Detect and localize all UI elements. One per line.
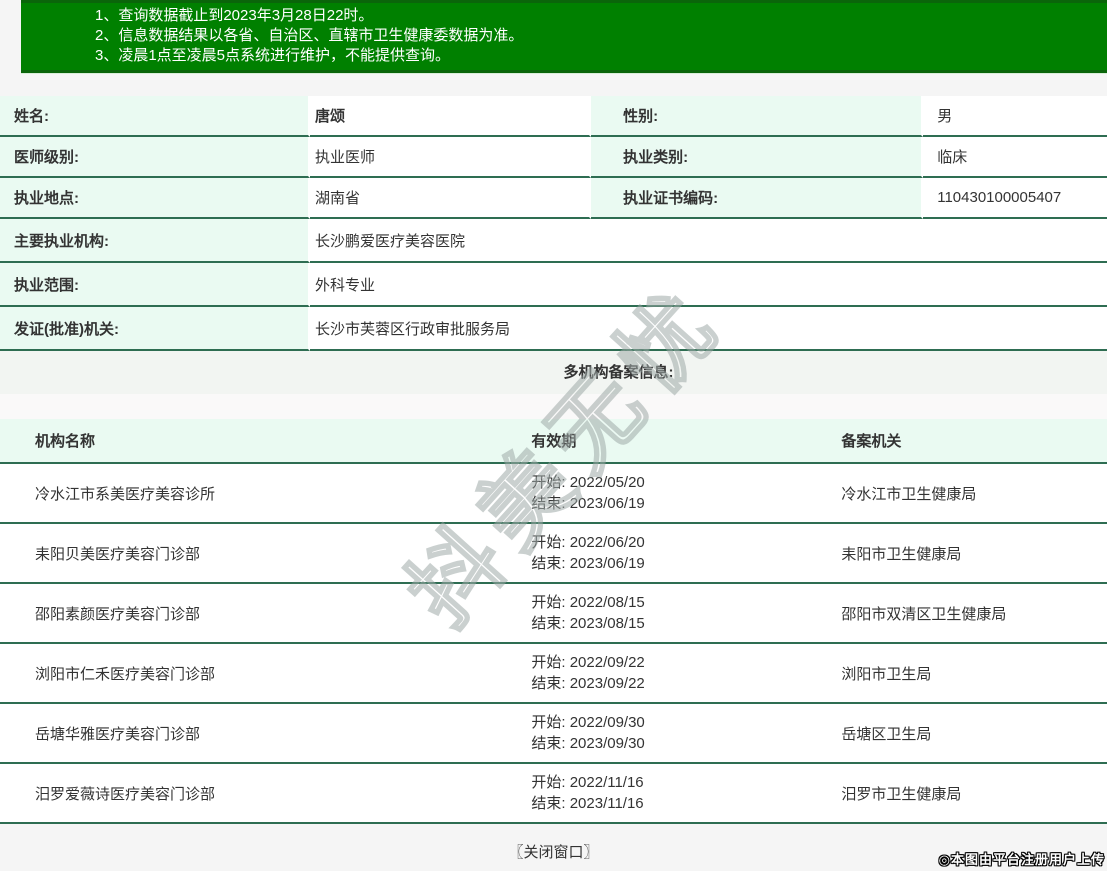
table-header-row: 机构名称 有效期 备案机关 [0,419,1107,464]
validity-start: 开始: 2022/09/30 [531,714,645,731]
record-authority: 汨罗市卫生健康局 [841,764,1107,824]
level-label: 医师级别: [0,137,310,178]
issuer-label: 发证(批准)机关: [0,307,310,351]
table-row: 医师级别: 执业医师 执业类别: 临床 [0,137,1107,178]
validity-period: 开始: 2022/08/15 结束: 2023/08/15 [531,584,842,644]
org-name: 汨罗爱薇诗医疗美容门诊部 [0,764,532,824]
validity-end: 结束: 2023/06/19 [531,555,645,572]
section-spacer [0,394,1107,419]
validity-start: 开始: 2022/11/16 [531,774,644,791]
close-window-button[interactable]: 〖关闭窗口〗 [508,844,599,861]
org-name: 耒阳贝美医疗美容门诊部 [0,524,532,584]
cert-no-label: 执业证书编码: [591,178,924,219]
validity-end: 结束: 2023/06/19 [531,495,645,512]
validity-start: 开始: 2022/05/20 [531,474,645,491]
validity-start: 开始: 2022/06/20 [531,534,645,551]
category-label: 执业类别: [591,137,924,178]
notice-line-2: 2、信息数据结果以各省、自治区、直辖市卫生健康委数据为准。 [95,27,524,44]
cert-no-value: 110430100005407 [923,178,1107,219]
location-value: 湖南省 [309,178,592,219]
table-row: 邵阳素颜医疗美容门诊部 开始: 2022/08/15 结束: 2023/08/1… [0,584,1107,644]
close-window-row: 〖关闭窗口〗 [0,841,1107,862]
validity-period: 开始: 2022/06/20 结束: 2023/06/19 [531,524,842,584]
scope-value: 外科专业 [309,263,1107,307]
table-row: 耒阳贝美医疗美容门诊部 开始: 2022/06/20 结束: 2023/06/1… [0,524,1107,584]
record-authority: 浏阳市卫生局 [841,644,1107,704]
table-row: 汨罗爱薇诗医疗美容门诊部 开始: 2022/11/16 结束: 2023/11/… [0,764,1107,824]
validity-end: 结束: 2023/08/15 [531,615,645,632]
record-authority: 邵阳市双清区卫生健康局 [841,584,1107,644]
notice-line-3: 3、凌晨1点至凌晨5点系统进行维护，不能提供查询。 [95,47,451,64]
org-name: 冷水江市系美医疗美容诊所 [0,464,532,524]
header-validity: 有效期 [531,419,842,464]
validity-period: 开始: 2022/05/20 结束: 2023/06/19 [531,464,842,524]
doctor-name: 唐颂 [314,108,345,125]
gender-value: 男 [923,96,1107,137]
table-row: 冷水江市系美医疗美容诊所 开始: 2022/05/20 结束: 2023/06/… [0,464,1107,524]
validity-period: 开始: 2022/11/16 结束: 2023/11/16 [531,764,842,824]
gender-label: 性别: [591,96,924,137]
org-name: 岳塘华雅医疗美容门诊部 [0,704,532,764]
org-name: 邵阳素颜医疗美容门诊部 [0,584,532,644]
table-row: 发证(批准)机关: 长沙市芙蓉区行政审批服务局 [0,307,1107,351]
header-org-name: 机构名称 [0,419,532,464]
validity-start: 开始: 2022/09/22 [531,654,645,671]
validity-period: 开始: 2022/09/22 结束: 2023/09/22 [531,644,842,704]
name-label: 姓名: [0,96,310,137]
name-value: 唐颂 [309,96,592,137]
category-value: 临床 [923,137,1107,178]
validity-end: 结束: 2023/09/22 [531,675,645,692]
header-authority: 备案机关 [841,419,1107,464]
record-authority: 岳塘区卫生局 [841,704,1107,764]
notice-line-1: 1、查询数据截止到2023年3月28日22时。 [95,7,374,24]
table-row: 浏阳市仁禾医疗美容门诊部 开始: 2022/09/22 结束: 2023/09/… [0,644,1107,704]
table-row: 执业地点: 湖南省 执业证书编码: 110430100005407 [0,178,1107,219]
validity-end: 结束: 2023/09/30 [531,735,645,752]
table-row: 执业范围: 外科专业 [0,263,1107,307]
scope-label: 执业范围: [0,263,310,307]
issuer-value: 长沙市芙蓉区行政审批服务局 [309,307,1107,351]
doctor-info-table: 姓名: 唐颂 性别: 男 医师级别: 执业医师 执业类别: 临床 执业地点: 湖… [0,96,1107,351]
org-name: 浏阳市仁禾医疗美容门诊部 [0,644,532,704]
main-org-label: 主要执业机构: [0,219,310,263]
validity-period: 开始: 2022/09/30 结束: 2023/09/30 [531,704,842,764]
location-label: 执业地点: [0,178,310,219]
table-row: 姓名: 唐颂 性别: 男 [0,96,1107,137]
upload-note: ◎本图由平台注册用户上传 [938,852,1105,867]
validity-end: 结束: 2023/11/16 [531,795,644,812]
multi-org-table: 机构名称 有效期 备案机关 冷水江市系美医疗美容诊所 开始: 2022/05/2… [0,419,1107,824]
level-value: 执业医师 [309,137,592,178]
table-row: 主要执业机构: 长沙鹏爱医疗美容医院 [0,219,1107,263]
table-row: 岳塘华雅医疗美容门诊部 开始: 2022/09/30 结束: 2023/09/3… [0,704,1107,764]
notice-banner: 1、查询数据截止到2023年3月28日22时。 2、信息数据结果以各省、自治区、… [21,0,1107,73]
multi-org-section-title: 多机构备案信息: [0,351,1107,394]
validity-start: 开始: 2022/08/15 [531,594,645,611]
record-authority: 耒阳市卫生健康局 [841,524,1107,584]
record-authority: 冷水江市卫生健康局 [841,464,1107,524]
main-org-value: 长沙鹏爱医疗美容医院 [309,219,1107,263]
